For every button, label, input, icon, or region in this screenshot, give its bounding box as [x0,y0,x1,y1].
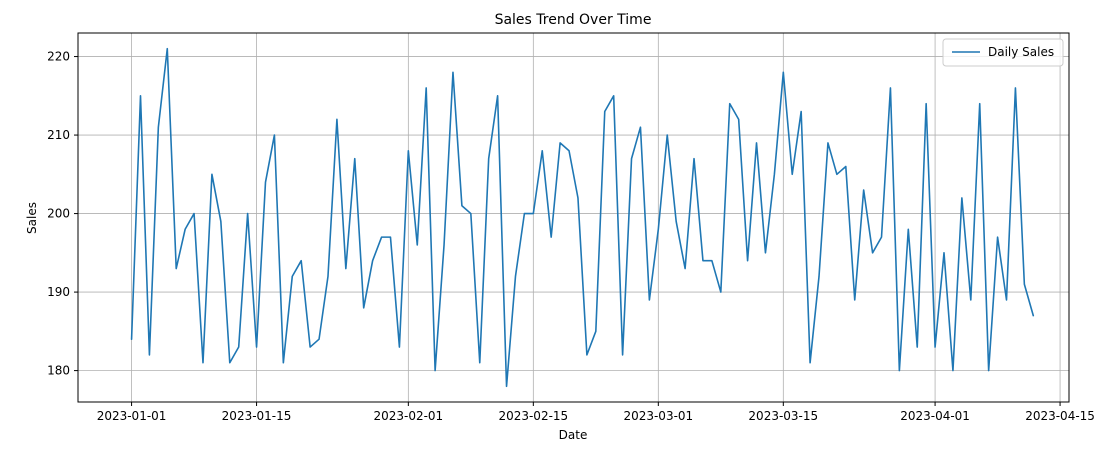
legend-label-daily-sales: Daily Sales [988,45,1054,59]
x-tick-label: 2023-01-15 [222,409,292,423]
x-tick-label: 2023-03-15 [748,409,818,423]
series-line-daily-sales [130,47,1035,388]
legend: Daily Sales [942,38,1064,67]
plot-frame [77,32,1070,403]
x-tick-label: 2023-04-01 [900,409,970,423]
x-axis-label: Date [559,428,588,442]
x-axis: 2023-01-01 2023-01-15 2023-02-01 2023-02-15… [97,402,1095,423]
x-tick-label: 2023-03-01 [623,409,693,423]
legend-box [942,38,1064,67]
series-layer [130,47,1035,388]
y-tick-label: 180 [47,364,70,378]
x-tick-label: 2023-01-01 [97,409,167,423]
x-tick-label: 2023-02-15 [498,409,568,423]
y-tick-label: 210 [47,128,70,142]
y-axis: 180 190 200 210 220 [47,50,78,378]
grid-lines [78,33,1069,402]
y-tick-label: 190 [47,285,70,299]
y-axis-label: Sales [25,202,39,234]
chart-title: Sales Trend Over Time [495,12,652,28]
x-tick-label: 2023-04-15 [1025,409,1095,423]
y-tick-label: 200 [47,207,70,221]
y-tick-label: 220 [47,50,70,64]
x-tick-label: 2023-02-01 [373,409,443,423]
